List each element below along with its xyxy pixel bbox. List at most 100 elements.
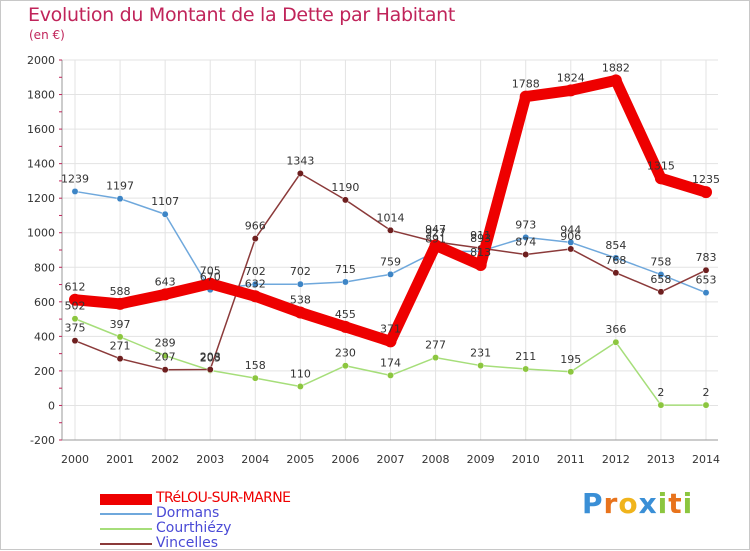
data-label: 195 [560, 353, 581, 366]
x-tick-label: 2005 [286, 453, 314, 466]
data-label: 643 [155, 275, 176, 288]
data-label: 455 [335, 308, 356, 321]
y-tick-label: 200 [34, 365, 55, 378]
data-label: 893 [470, 232, 491, 245]
data-label: 911 [470, 229, 491, 242]
x-tick-label: 2002 [151, 453, 179, 466]
data-point [71, 337, 79, 345]
logo-letter: i [682, 487, 694, 520]
data-label: 653 [696, 274, 717, 287]
data-label: 203 [200, 351, 221, 364]
data-label: 502 [65, 300, 86, 313]
data-label: 538 [290, 294, 311, 307]
data-label: 211 [515, 350, 536, 363]
y-tick-label: 1200 [27, 192, 55, 205]
data-label: 110 [290, 367, 311, 380]
data-point [71, 315, 79, 323]
data-label: 588 [110, 285, 131, 298]
data-point [702, 289, 710, 297]
data-label: 1197 [106, 180, 134, 193]
logo-letter: t [668, 487, 683, 520]
data-point [567, 368, 575, 376]
data-point [206, 366, 214, 373]
y-tick-label: 2000 [27, 54, 55, 67]
legend-label-vincelles: Vincelles [156, 535, 219, 551]
y-tick-label: 400 [34, 330, 55, 343]
y-tick-label: 1400 [27, 158, 55, 171]
data-point [702, 401, 710, 409]
data-label: 944 [560, 223, 581, 236]
data-label: 670 [200, 271, 221, 284]
data-point [474, 259, 487, 272]
legend-swatch-vincelles [100, 543, 152, 545]
x-tick-label: 2000 [61, 453, 89, 466]
data-label: 874 [515, 235, 536, 248]
data-point [69, 293, 81, 306]
data-point [161, 352, 169, 359]
data-label: 768 [605, 254, 626, 267]
legend-label-dormans: Dormans [156, 505, 220, 521]
logo-letter: o [618, 487, 639, 520]
data-point [116, 355, 124, 363]
data-label: 1343 [286, 154, 314, 167]
y-tick-label: -200 [30, 434, 55, 447]
x-tick-label: 2003 [196, 453, 224, 466]
data-label: 966 [245, 220, 266, 233]
data-point [432, 354, 440, 362]
data-point [657, 288, 665, 296]
data-label: 632 [245, 277, 266, 290]
x-tick-label: 2012 [602, 453, 630, 466]
y-tick-label: 600 [34, 296, 55, 309]
data-label: 612 [65, 281, 86, 294]
data-point [522, 251, 530, 258]
data-point [609, 74, 622, 87]
logo-letter: r [603, 487, 619, 520]
data-label: 702 [245, 265, 266, 278]
data-label: 397 [110, 318, 131, 331]
data-point [702, 266, 710, 274]
data-label: 759 [380, 255, 401, 268]
data-label: 1107 [151, 195, 179, 208]
x-tick-label: 2011 [557, 453, 585, 466]
x-tick-label: 2001 [106, 453, 134, 466]
data-label: 705 [200, 265, 221, 278]
data-label: 758 [650, 256, 671, 269]
data-point [296, 170, 304, 177]
data-label: 1014 [377, 211, 405, 224]
data-label: 854 [605, 239, 626, 252]
data-point [519, 90, 532, 103]
data-label: 366 [605, 323, 626, 336]
data-label: 371 [380, 322, 401, 335]
data-point [387, 371, 394, 379]
x-tick-label: 2009 [467, 453, 495, 466]
x-tick-label: 2013 [647, 453, 675, 466]
data-label: 1235 [692, 173, 720, 186]
data-point [251, 280, 259, 288]
data-point [249, 290, 262, 303]
data-point [339, 320, 352, 333]
y-tick-label: 1800 [27, 89, 55, 102]
data-label: 1824 [557, 71, 585, 84]
data-label: 2 [703, 386, 710, 399]
data-point [387, 270, 394, 278]
data-label: 271 [110, 340, 131, 353]
data-point [700, 186, 712, 199]
legend-swatch-courthiezy [100, 528, 152, 530]
data-point [477, 362, 485, 370]
data-point [567, 245, 575, 253]
data-point [341, 362, 349, 370]
legend-swatch-dormans [100, 513, 152, 515]
data-label: 906 [560, 230, 581, 243]
data-label: 277 [425, 339, 446, 352]
data-label: 702 [290, 265, 311, 278]
legend-label-courthiezy: Courthiézy [156, 520, 232, 536]
data-label: 230 [335, 347, 356, 360]
data-point [657, 401, 665, 409]
x-tick-label: 2014 [692, 453, 720, 466]
data-label: 208 [200, 351, 221, 364]
data-point [251, 374, 259, 382]
x-tick-label: 2004 [241, 453, 269, 466]
data-label: 715 [335, 263, 356, 276]
data-label: 927 [425, 226, 446, 239]
data-point [159, 288, 172, 301]
